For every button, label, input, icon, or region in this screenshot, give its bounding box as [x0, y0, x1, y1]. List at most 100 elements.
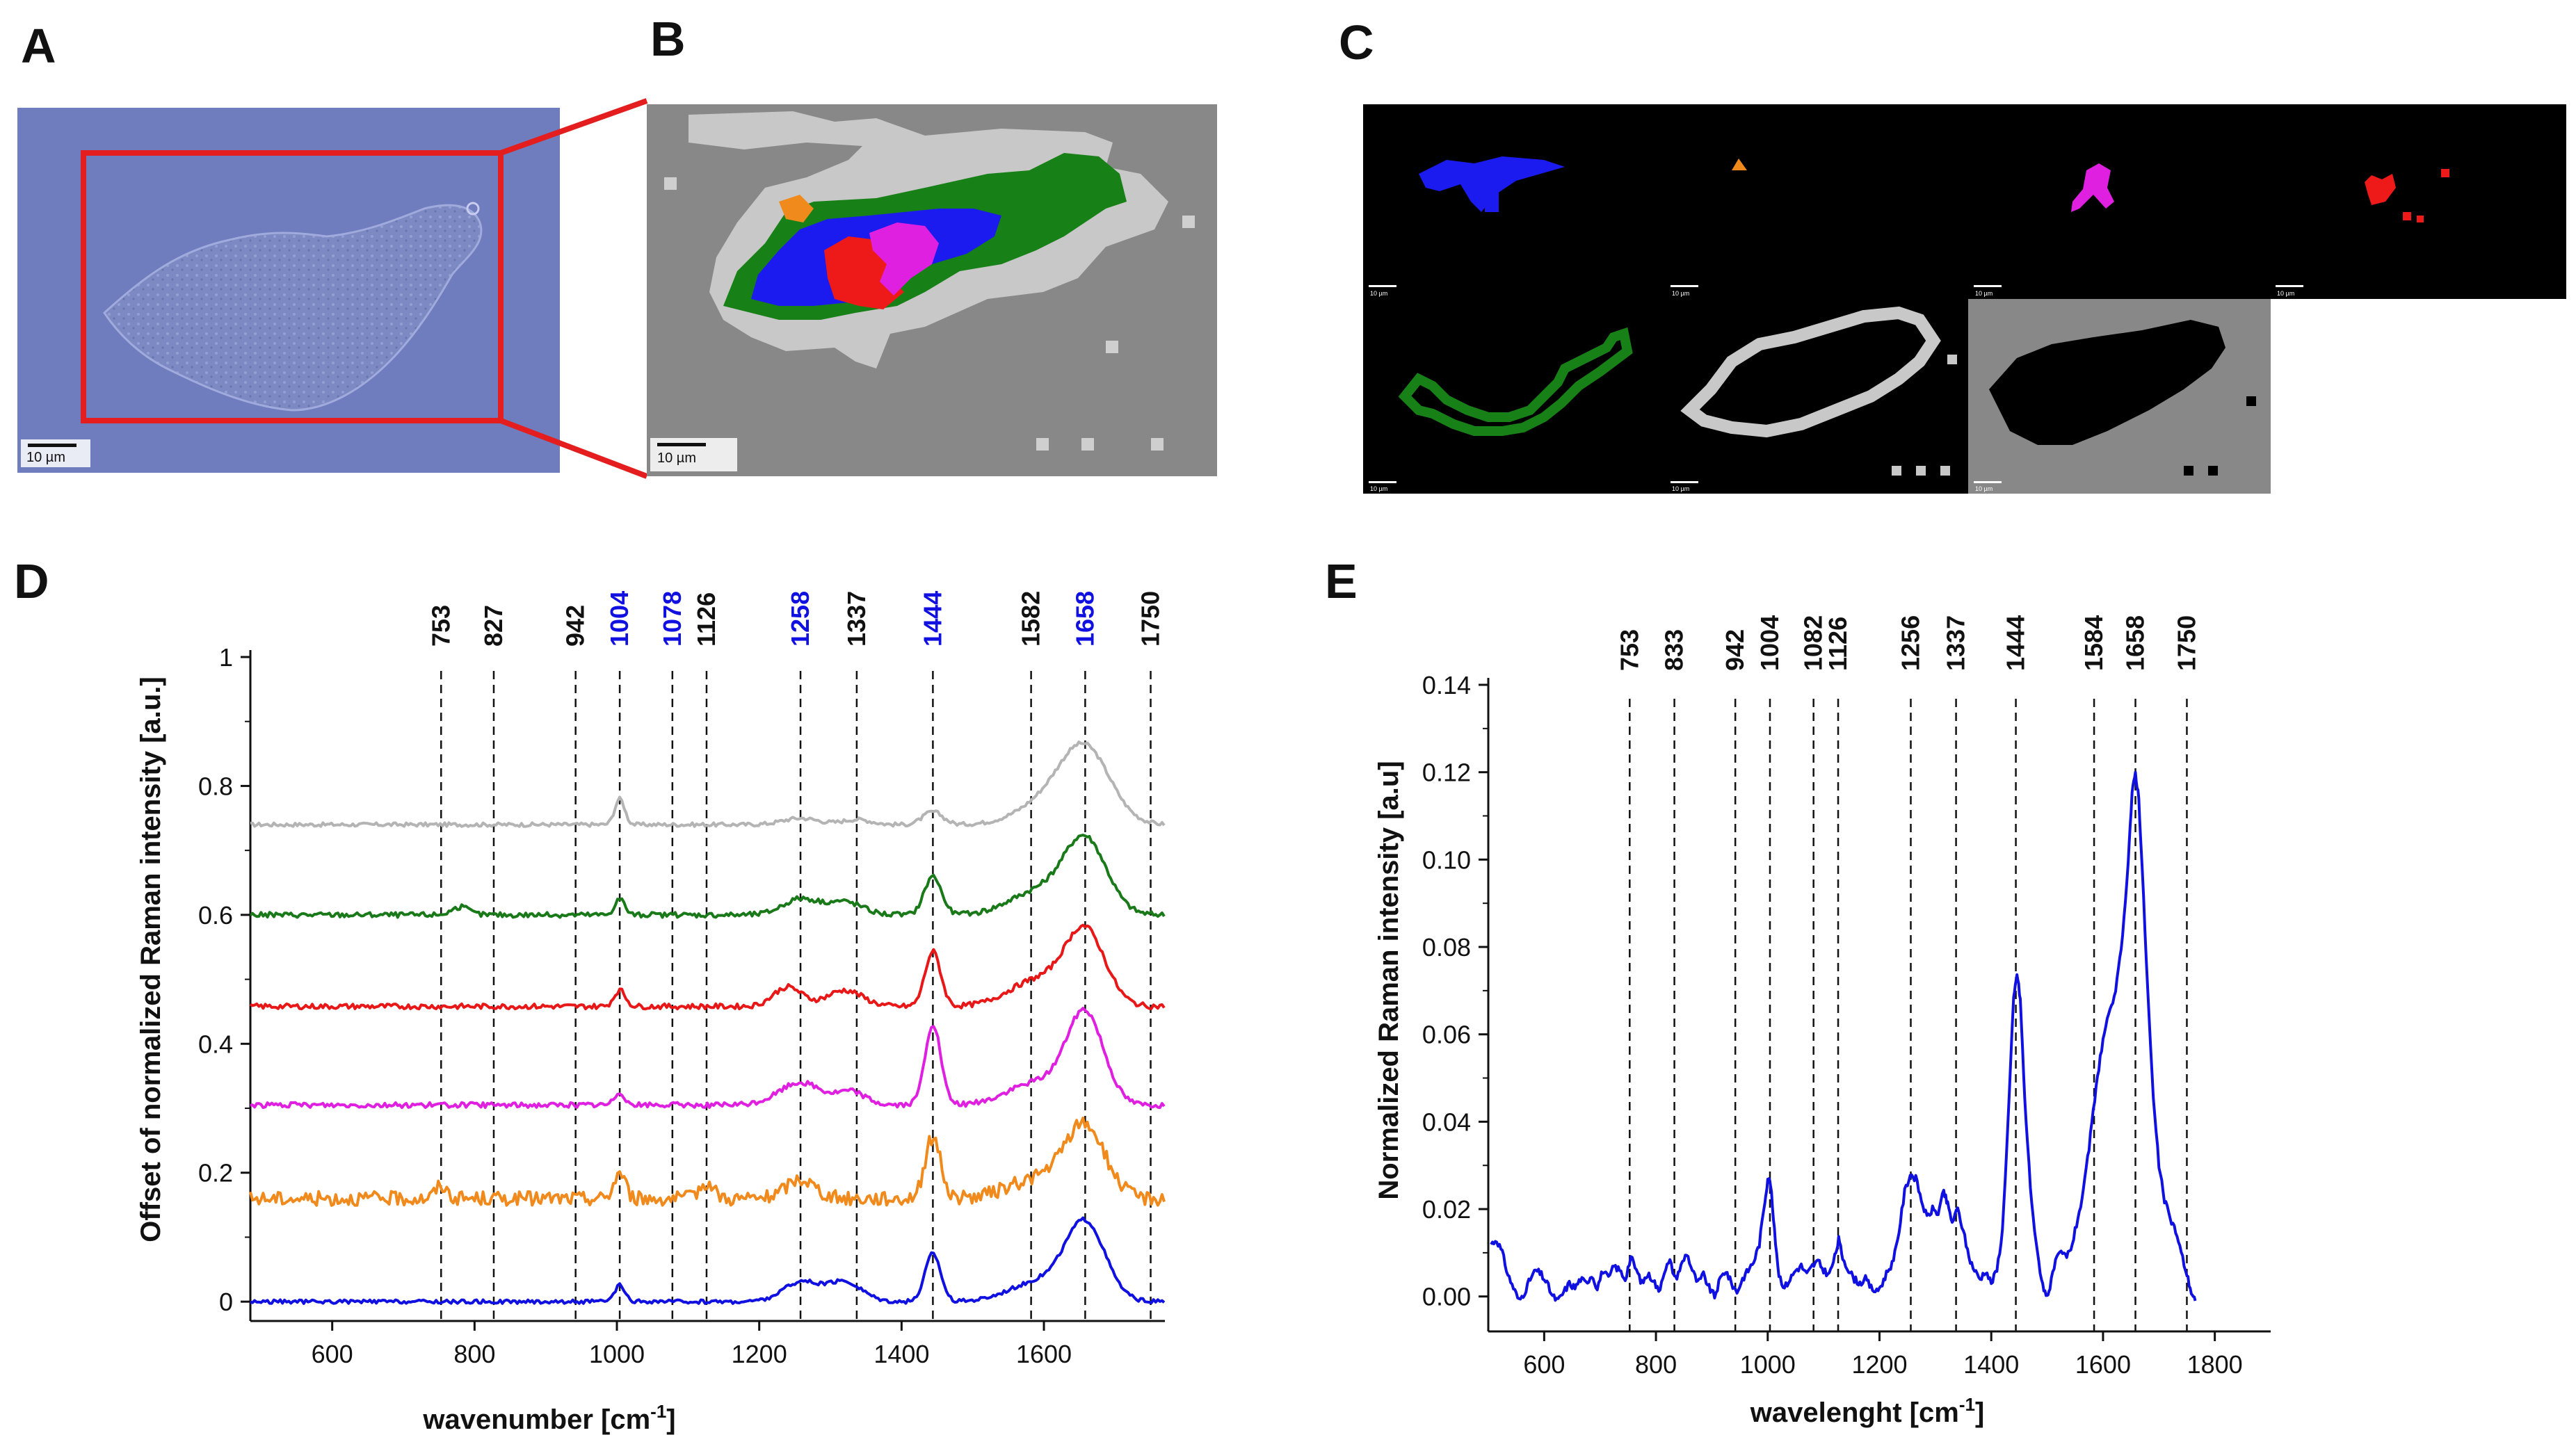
peak-label: 1082	[1799, 615, 1828, 671]
y-tick-label: 0.06	[1422, 1021, 1471, 1049]
y-axis-title-e: Normalized Raman intensity [a.u]	[1374, 761, 1404, 1199]
y-tick-label: 0.4	[198, 1030, 233, 1058]
cell-vesicle	[466, 202, 480, 216]
cluster-tile-gray	[1968, 299, 2271, 494]
series-line-magenta	[250, 1007, 1166, 1110]
peak-label: 1004	[1755, 615, 1784, 671]
plot-frame-d	[249, 650, 1165, 1322]
y-tick-label: 0.02	[1422, 1195, 1471, 1224]
panel-c-cluster-grid: 10 µm 10 µm 10 µm 10 µm 10 µm 10 µm 10 µ…	[1363, 104, 2566, 494]
x-tick-label: 1400	[1963, 1350, 2019, 1379]
y-tick-label: 0.10	[1422, 845, 1471, 874]
x-tick-label: 1600	[1016, 1340, 1072, 1368]
series-d	[249, 740, 1166, 1305]
x-tick-label: 800	[453, 1340, 495, 1368]
x-tick-label: 800	[1635, 1350, 1677, 1379]
tile-scale-label: 10 µm	[2277, 290, 2294, 297]
y-tick-label: 1	[219, 643, 233, 672]
peak-label: 1126	[692, 592, 721, 647]
cluster-orange	[779, 195, 814, 222]
tile-scale-label: 10 µm	[1370, 485, 1387, 492]
cluster-dot	[664, 177, 677, 190]
y-tick-label: 0.8	[198, 772, 233, 800]
peak-label: 1750	[2172, 615, 2200, 671]
y-tick-label: 0.04	[1422, 1108, 1471, 1136]
cluster-tile-magenta	[1968, 104, 2271, 299]
cluster-dot	[1036, 438, 1049, 451]
peak-label: 1444	[918, 591, 947, 647]
cluster-dot	[1182, 216, 1195, 228]
tile-scale-label: 10 µm	[1672, 290, 1689, 297]
panel-a-micrograph: 10 µm	[17, 98, 648, 479]
zoom-connector-bottom	[499, 418, 648, 479]
x-tick-label: 1000	[589, 1340, 645, 1368]
region-of-interest-box	[81, 150, 504, 423]
series-line-blue	[250, 1216, 1166, 1305]
y-tick-label: 0.6	[198, 901, 233, 930]
peak-label: 1582	[1017, 591, 1045, 647]
tile-scale-bars: 10 µm 10 µm 10 µm 10 µm 10 µm 10 µm 10 µ…	[1369, 285, 2303, 492]
x-tick-label: 600	[312, 1340, 353, 1368]
y-tick-label: 0.14	[1422, 671, 1471, 699]
cluster-dot	[1106, 341, 1118, 353]
series-e	[1490, 770, 2197, 1302]
x-axis-title-d: wavenumber [cm-1]	[422, 1401, 675, 1435]
peak-label: 1004	[605, 591, 634, 647]
peak-label: 942	[1721, 629, 1749, 671]
panel-label-b: B	[650, 12, 686, 66]
peak-label: 1584	[2079, 615, 2108, 671]
y-tick-label: 0.2	[198, 1159, 233, 1187]
x-tick-label: 1400	[874, 1340, 929, 1368]
cluster-dot	[1081, 438, 1094, 451]
tile-scale-label: 10 µm	[1672, 485, 1689, 492]
panel-label-c: C	[1339, 15, 1374, 70]
tile-scale-label: 10 µm	[1975, 485, 1993, 492]
peak-label: 1750	[1136, 591, 1165, 647]
x-axis-title-e: wavelenght [cm-1]	[1750, 1394, 1985, 1428]
x-ticks-d: 600 800 1000 1200 1400 1600	[312, 1321, 1072, 1368]
panel-label-a: A	[21, 19, 56, 73]
cluster-tile-blue	[1363, 104, 1666, 299]
panel-d-chart: 600 800 1000 1200 1400 1600 0 0.2 0.4 0.6 0.8 1 75…	[136, 591, 1166, 1435]
x-tick-label: 1000	[1740, 1350, 1796, 1379]
x-tick-label: 600	[1523, 1350, 1565, 1379]
series-line-spectrum	[1490, 770, 2197, 1302]
peak-label: 1078	[658, 591, 686, 647]
cluster-tile-lightgray	[1666, 299, 1968, 494]
cluster-tile-green	[1363, 299, 1666, 494]
peak-label: 1658	[2121, 615, 2150, 671]
cluster-magenta	[869, 222, 939, 295]
peak-lines-e	[1629, 699, 2188, 1331]
panel-label-d: D	[14, 554, 49, 608]
peak-label: 1337	[1942, 615, 1970, 671]
zoom-connector-top	[499, 98, 648, 156]
scale-bar	[657, 443, 706, 446]
x-tick-label: 1800	[2187, 1350, 2243, 1379]
y-tick-label: 0	[219, 1288, 233, 1316]
peak-label: 942	[561, 605, 590, 647]
peak-label: 1444	[2002, 615, 2030, 671]
x-tick-label: 1200	[1851, 1350, 1907, 1379]
x-tick-label: 1600	[2075, 1350, 2131, 1379]
cluster-dot	[1151, 438, 1164, 451]
peak-label: 1126	[1824, 617, 1852, 671]
tile-scale-label: 10 µm	[1975, 290, 1993, 297]
peak-label: 753	[1615, 629, 1643, 671]
x-tick-label: 1200	[732, 1340, 787, 1368]
scale-bar	[28, 444, 77, 447]
peak-label: 1337	[842, 591, 871, 647]
y-ticks-d: 0 0.2 0.4 0.6 0.8 1	[198, 643, 250, 1316]
series-line-red	[249, 923, 1166, 1011]
x-ticks-e: 600 800 1000 1200 1400 1600 1800	[1523, 1331, 2243, 1379]
cell-body	[103, 204, 483, 412]
series-line-orange	[249, 1117, 1166, 1207]
cluster-tile-red	[2271, 104, 2566, 299]
series-line-gray	[250, 740, 1166, 828]
peak-label: 753	[426, 605, 455, 647]
peak-label: 1658	[1070, 591, 1099, 647]
y-tick-label: 0.00	[1422, 1283, 1471, 1311]
tile-scale-label: 10 µm	[1370, 290, 1387, 297]
scale-bar-label: 10 µm	[26, 450, 65, 465]
